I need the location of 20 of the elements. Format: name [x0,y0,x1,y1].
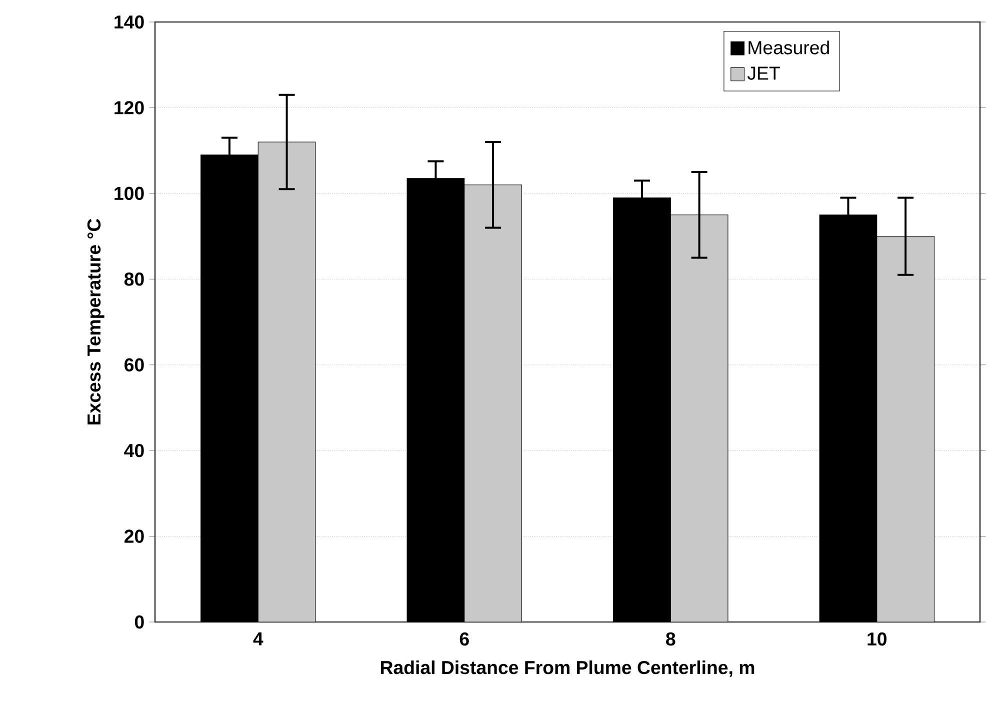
bar [876,236,934,622]
x-tick-label: 8 [666,632,676,646]
y-tick-label: 40 [124,444,144,458]
y-axis-title: Excess Temperature °C [87,218,104,424]
x-tick-label: 6 [460,632,469,646]
y-tick-label: 0 [134,615,144,629]
y-tick-label: 140 [114,15,144,29]
x-axis-title: Radial Distance From Plume Centerline, m [381,660,754,677]
legend-label: Measured [748,40,829,54]
x-tick-label: 4 [253,632,264,646]
bar [258,142,316,622]
bar [670,214,728,622]
y-tick-label: 80 [124,272,144,286]
x-tick-label: 10 [868,632,886,646]
bar [464,184,522,622]
y-tick-label: 100 [114,186,144,200]
y-tick-label: 120 [114,101,144,114]
y-tick-label: 20 [124,530,144,543]
legend-label: JET [747,66,780,80]
y-tick-label: 60 [124,358,144,372]
